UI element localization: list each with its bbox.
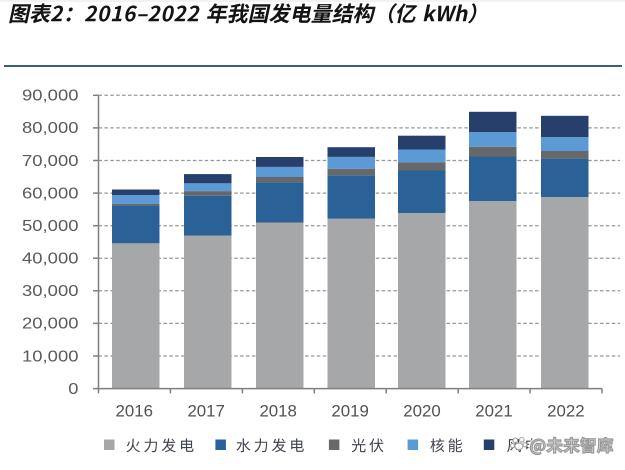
svg-text:70,000: 70,000 xyxy=(22,153,79,170)
svg-text:90,000: 90,000 xyxy=(22,88,79,105)
svg-text:50,000: 50,000 xyxy=(22,218,79,235)
svg-text:2022: 2022 xyxy=(547,402,585,421)
svg-text:40,000: 40,000 xyxy=(22,251,79,268)
svg-text:2021: 2021 xyxy=(475,402,513,421)
svg-text:0: 0 xyxy=(68,381,78,398)
svg-text:2017: 2017 xyxy=(187,402,225,421)
svg-text:80,000: 80,000 xyxy=(22,120,79,137)
svg-text:60,000: 60,000 xyxy=(22,185,79,202)
svg-text:2016: 2016 xyxy=(116,402,154,421)
svg-text:30,000: 30,000 xyxy=(22,283,79,300)
svg-text:2019: 2019 xyxy=(331,402,369,421)
svg-text:20,000: 20,000 xyxy=(22,316,79,333)
svg-text:10,000: 10,000 xyxy=(22,348,79,365)
svg-text:2020: 2020 xyxy=(403,402,441,421)
svg-text:2018: 2018 xyxy=(259,402,297,421)
